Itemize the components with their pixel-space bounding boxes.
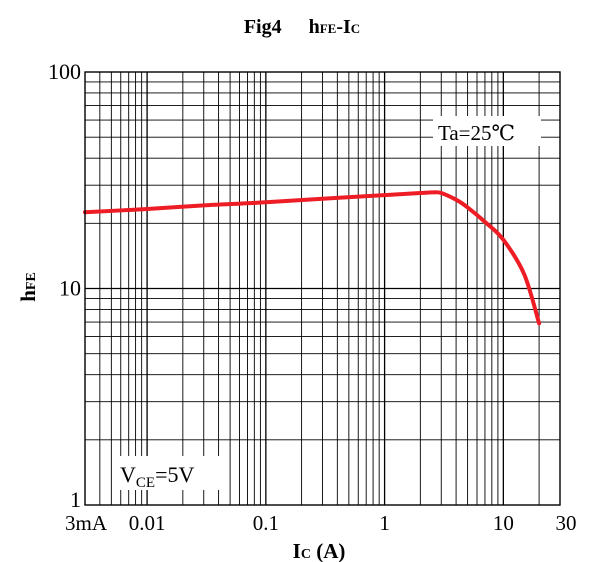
ta-annotation: Ta=25℃ — [438, 121, 515, 145]
y-tick-label: 10 — [59, 276, 81, 301]
x-tick-label: 0.1 — [253, 511, 279, 535]
y-axis-label-sub: FE — [24, 272, 39, 290]
chart-title-fig: Fig4 — [244, 16, 282, 38]
x-axis-label-i: I — [293, 539, 301, 562]
x-tick-label: 0.01 — [129, 511, 166, 535]
y-tick-labels: 1 10 100 — [48, 59, 81, 512]
series-layer — [83, 190, 542, 326]
chart-title-dash-sub: C — [351, 21, 360, 36]
x-tick-label: 30 — [556, 511, 577, 535]
y-axis-label: hFE — [16, 272, 40, 302]
vce-annotation-rest: =5V — [155, 462, 194, 487]
y-axis-label-h: h — [16, 290, 40, 302]
chart-title-h: h — [309, 16, 320, 38]
chart-title-dash: -I — [336, 16, 351, 38]
x-tick-label: 10 — [493, 511, 514, 535]
x-tick-labels: 3mA 0.01 0.1 1 10 30 — [65, 511, 577, 535]
vce-annotation-v: V — [120, 462, 136, 487]
vce-annotation: VCE=5V — [120, 462, 194, 491]
y-tick-label: 100 — [48, 59, 81, 84]
grid — [85, 72, 560, 505]
chart-title-h-sub: FE — [320, 21, 337, 36]
hfe-curve-line — [83, 190, 542, 326]
ta-annotation-bg — [433, 116, 541, 146]
x-axis-label-sub: C — [301, 547, 311, 562]
vce-annotation-bg — [114, 456, 226, 490]
x-axis-label-unit: (A) — [311, 539, 345, 562]
vce-annotation-sub: CE — [136, 475, 155, 491]
x-axis-label: IC (A) — [293, 539, 346, 562]
x-tick-label: 1 — [379, 511, 390, 535]
y-tick-label: 1 — [70, 487, 81, 512]
x-tick-label: 3mA — [65, 511, 108, 535]
plot-frame — [84, 71, 561, 506]
chart-title: Fig4 hFE-IC — [244, 16, 360, 38]
